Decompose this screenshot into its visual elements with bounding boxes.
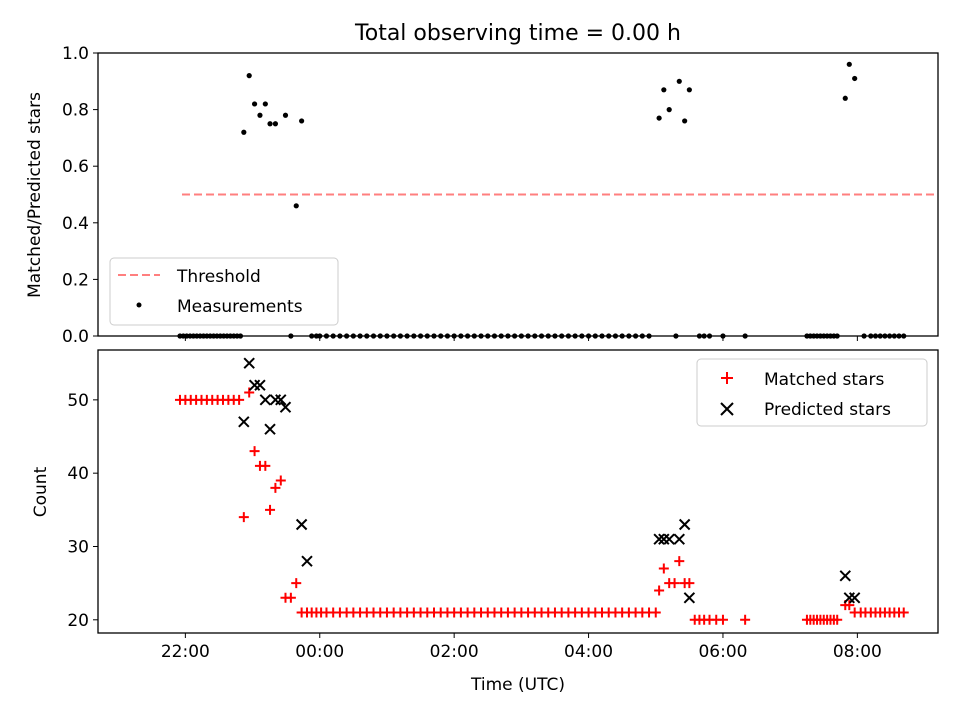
predicted-star-marker <box>295 518 308 531</box>
x-axis-label: Time (UTC) <box>470 675 565 695</box>
top-y-tick-label: 0.0 <box>62 327 89 347</box>
matched-star-marker <box>717 614 728 625</box>
measurement-point <box>262 101 268 107</box>
measurement-point <box>686 87 692 93</box>
measurement-point <box>842 95 848 101</box>
top-legend: Threshold Measurements <box>109 257 339 326</box>
bottom-panel: 22:00 00:00 02:00 04:00 06:00 08:00 20304050 … <box>31 349 939 695</box>
x-tick-label: 06:00 <box>698 642 747 662</box>
measurement-point <box>661 87 667 93</box>
matched-star-marker <box>234 394 245 405</box>
matched-star-marker <box>654 585 665 596</box>
predicted-star-marker <box>673 533 685 545</box>
measurement-point <box>257 112 263 118</box>
predicted-star-marker <box>301 555 313 567</box>
measurement-point <box>676 78 682 84</box>
bottom-y-tick-label: 20 <box>67 611 89 631</box>
measurement-point <box>282 112 289 118</box>
top-y-axis-label: Matched/Predicted stars <box>25 92 45 298</box>
matched-star-marker <box>674 556 685 567</box>
bottom-y-tick-label: 30 <box>67 537 89 557</box>
predicted-star-marker <box>279 401 292 413</box>
matched-star-marker <box>832 614 843 625</box>
top-y-tick-label: 0.6 <box>62 157 89 177</box>
measurements-legend-swatch <box>136 302 142 308</box>
top-y-ticks: 0.0 0.2 0.4 0.6 0.8 1.0 <box>62 44 98 347</box>
predicted-star-marker <box>243 357 255 369</box>
predicted-star-marker <box>683 592 696 604</box>
predicted-star-marker <box>653 533 665 545</box>
bottom-y-tick-label: 40 <box>67 464 89 484</box>
matched-star-marker <box>740 614 751 625</box>
matched-star-marker <box>244 387 255 398</box>
top-y-tick-label: 0.2 <box>62 270 89 290</box>
x-tick-label: 08:00 <box>833 642 882 662</box>
predicted-star-marker <box>259 394 272 406</box>
chart-title: Total observing time = 0.00 h <box>354 21 681 46</box>
measurements-legend-label: Measurements <box>177 297 303 317</box>
matched-star-marker <box>260 460 271 471</box>
measurement-point <box>241 129 247 135</box>
predicted-legend-swatch <box>720 402 734 416</box>
x-tick-label: 22:00 <box>161 642 210 662</box>
measurement-point <box>246 73 252 79</box>
predicted-star-marker <box>269 394 282 406</box>
matched-star-marker <box>684 578 695 589</box>
matched-star-marker <box>650 607 661 618</box>
measurement-point <box>251 101 258 107</box>
matched-star-marker <box>275 475 286 486</box>
matched-star-marker <box>265 504 276 515</box>
predicted-star-marker <box>248 379 261 391</box>
bottom-legend: Matched stars Predicted stars <box>696 358 928 427</box>
top-legend-box <box>109 257 339 326</box>
predicted-stars-layer <box>238 357 861 604</box>
measurement-point <box>656 115 662 121</box>
measurement-point <box>267 121 273 127</box>
matched-legend-swatch <box>721 372 733 384</box>
top-x-ticks <box>184 336 858 341</box>
matched-star-marker <box>898 607 909 618</box>
measurement-point <box>293 203 299 209</box>
measurement-point <box>299 118 305 124</box>
predicted-star-marker <box>848 592 861 604</box>
x-tick-label: 04:00 <box>564 642 613 662</box>
matched-star-marker <box>291 578 302 589</box>
measurement-point <box>846 61 852 67</box>
matched-star-marker <box>249 446 260 457</box>
predicted-star-marker <box>678 518 691 531</box>
matched-star-marker <box>669 578 680 589</box>
top-y-tick-label: 0.8 <box>62 101 89 121</box>
matched-stars-layer <box>174 387 909 625</box>
predicted-star-marker <box>254 379 266 391</box>
bottom-x-ticks: 22:00 00:00 02:00 04:00 06:00 08:00 <box>161 633 882 662</box>
measurement-point <box>682 118 688 124</box>
bottom-legend-box <box>696 358 928 427</box>
predicted-star-marker <box>238 416 250 428</box>
matched-star-marker <box>285 592 296 603</box>
threshold-legend-label: Threshold <box>176 267 261 287</box>
bottom-y-axis-label: Count <box>31 466 51 517</box>
bottom-axes-frame <box>97 349 939 634</box>
top-y-tick-label: 1.0 <box>62 44 89 64</box>
top-panel: 0.0 0.2 0.4 0.6 0.8 1.0 Matched/Predicted sta… <box>25 44 939 347</box>
top-y-tick-label: 0.4 <box>62 214 89 234</box>
measurement-point <box>852 75 858 82</box>
bottom-y-ticks: 20 30 40 50 <box>67 391 98 631</box>
predicted-star-marker <box>264 423 276 435</box>
predicted-legend-label: Predicted stars <box>764 400 891 420</box>
top-axes-frame <box>97 52 939 337</box>
matched-star-marker <box>238 512 249 523</box>
measurement-point <box>666 107 672 113</box>
measurement-point <box>272 121 279 127</box>
predicted-star-marker <box>839 570 851 582</box>
matched-star-marker <box>270 482 281 493</box>
x-tick-label: 02:00 <box>430 642 479 662</box>
bottom-y-tick-label: 50 <box>67 391 89 411</box>
predicted-star-marker <box>275 394 287 406</box>
matched-star-marker <box>658 563 669 574</box>
x-tick-label: 00:00 <box>295 642 344 662</box>
matched-legend-label: Matched stars <box>764 370 884 390</box>
predicted-star-marker <box>663 533 675 545</box>
